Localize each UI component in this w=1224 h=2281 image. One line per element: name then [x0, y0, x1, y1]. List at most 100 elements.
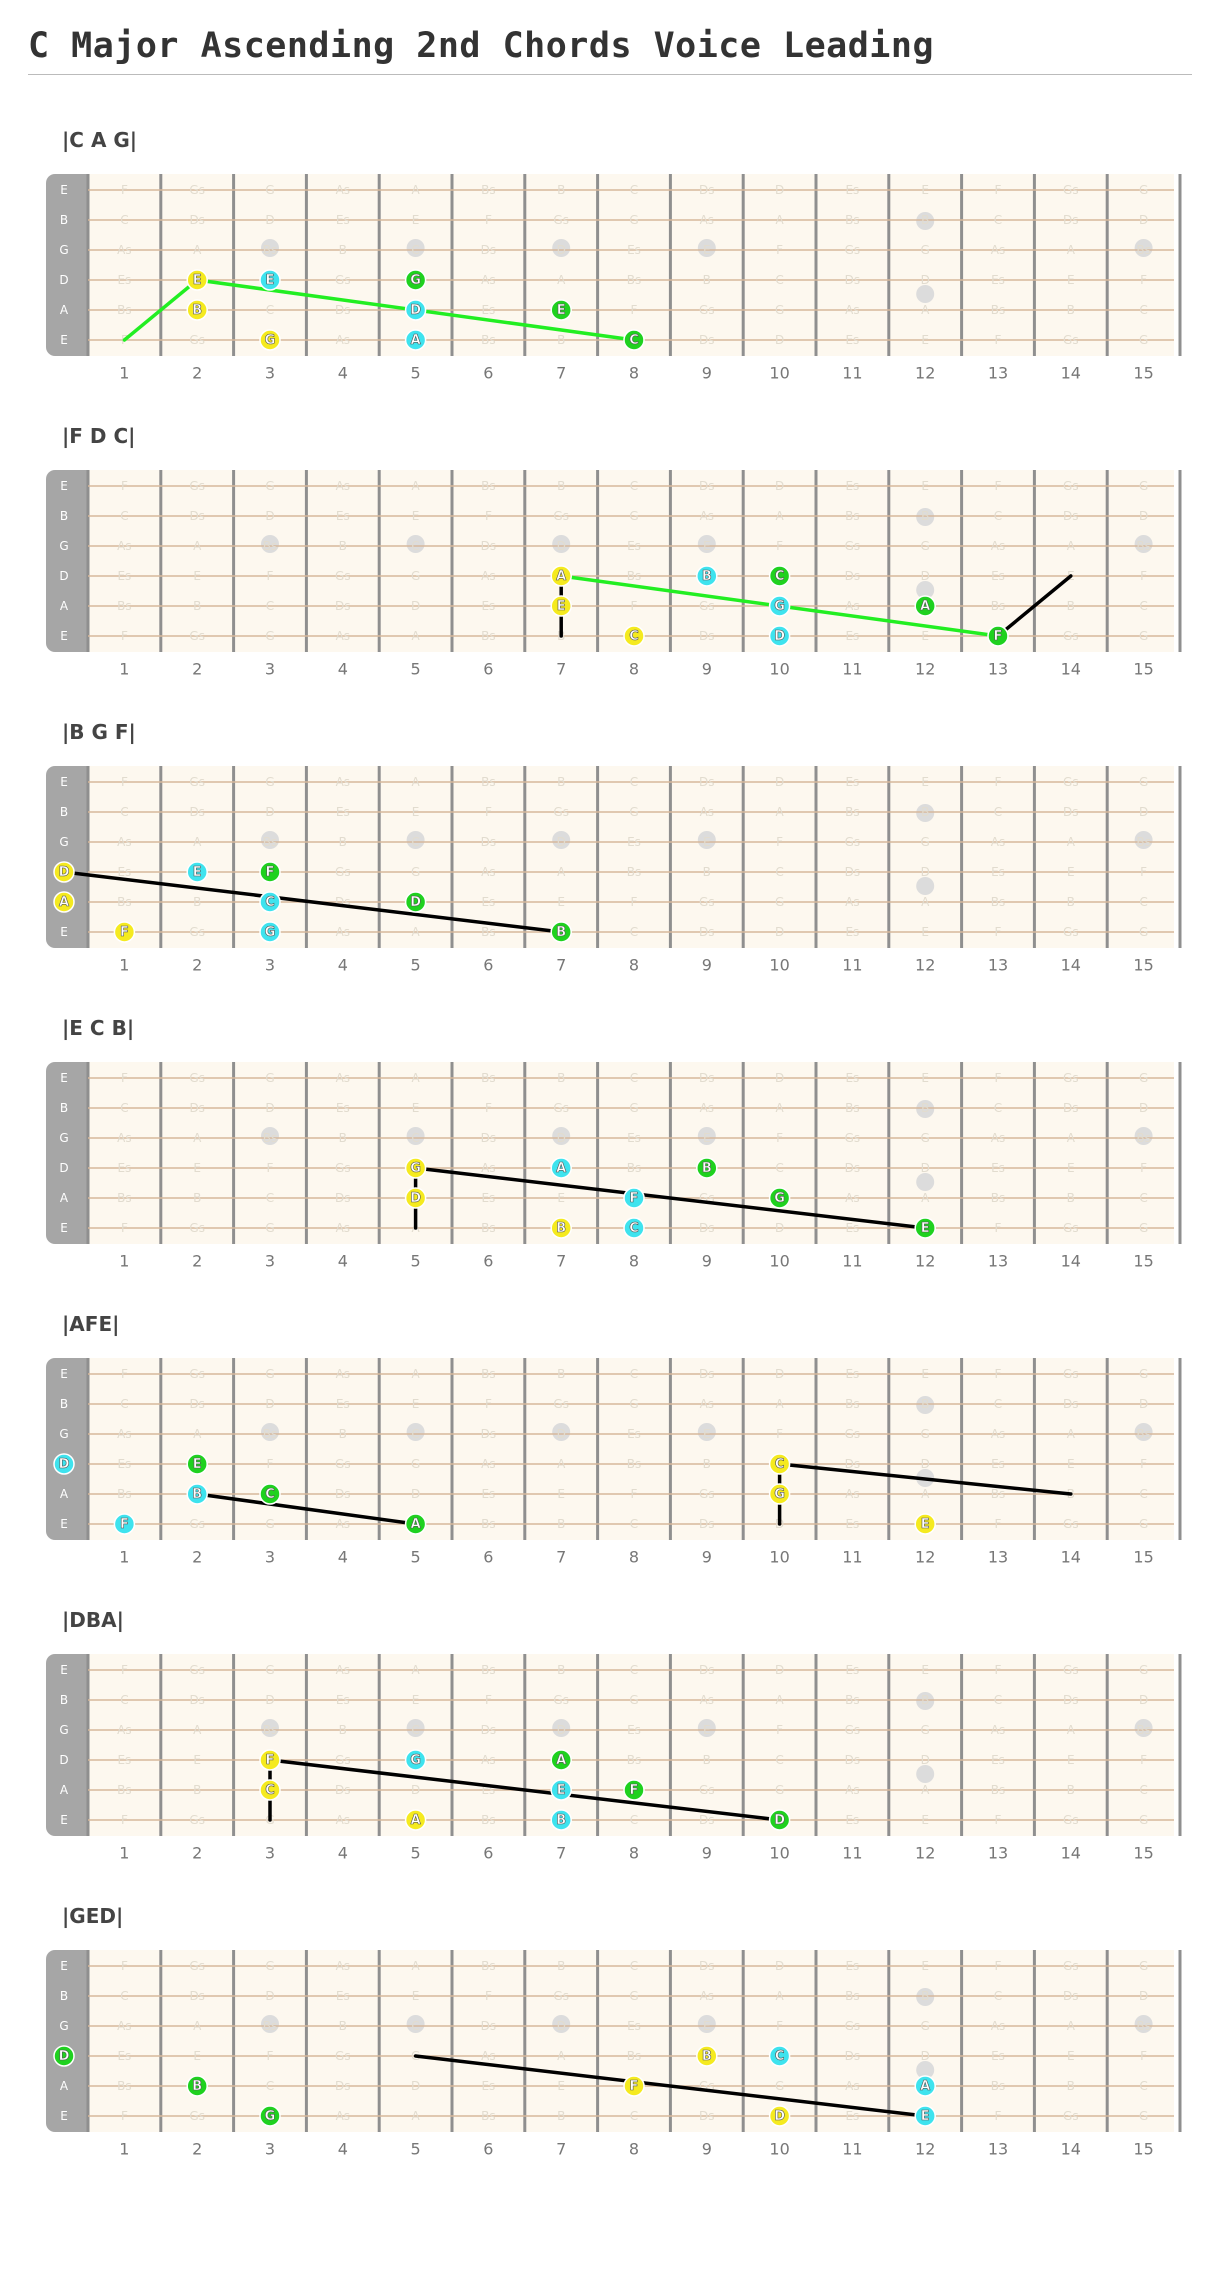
fret-note-label: G: [775, 1783, 784, 1797]
fret-note-label: G: [1139, 1367, 1148, 1381]
fret-note-label: G: [1139, 479, 1148, 493]
fret-note-label: A: [775, 1693, 784, 1707]
fret-note-label: C: [266, 1191, 274, 1205]
fret-note-label: F: [995, 1959, 1002, 1973]
fret-note-label: C: [120, 509, 128, 523]
fret-note-label: Ds: [335, 2079, 351, 2093]
fret-note-label: C: [630, 479, 638, 493]
fret-note-label: Ds: [699, 1517, 715, 1531]
chord-diagram: F Gs G As A Bs B C Ds D Es E F Gs G C Ds D Es E F Gs G As A Bs B C D…: [0, 1016, 1224, 1286]
chord-tone-dot: [623, 2075, 645, 2097]
fret-note-label: As: [991, 243, 1005, 257]
fret-note-label: Bs: [481, 1071, 495, 1085]
fret-note-label: Bs: [117, 599, 131, 613]
fret-note-label: Bs: [481, 925, 495, 939]
fret-note-label: A: [1067, 1723, 1076, 1737]
fret-note-label: B: [703, 1457, 711, 1471]
fret-note-label: F: [776, 2019, 783, 2033]
chord-tone-dot: [259, 1483, 281, 1505]
fret-note-label: Bs: [1136, 2019, 1150, 2033]
fret-note-label: Bs: [1136, 1427, 1150, 1441]
fret-note-label: D: [921, 569, 930, 583]
fret-note-label: Ds: [335, 599, 351, 613]
fret-note-label: Es: [481, 599, 495, 613]
fret-note-label: A: [1067, 539, 1076, 553]
chord-diagram: F Gs G As A Bs B C Ds D Es E F Gs G C Ds D Es E F Gs G As A Bs B C D…: [0, 1608, 1224, 1878]
fret-note-label: Bs: [845, 1101, 859, 1115]
chord-tone-label: F: [630, 1783, 639, 1798]
fret-note-label: A: [193, 2019, 202, 2033]
fret-marker: [1134, 1127, 1153, 1145]
fret-note-label: Gs: [1063, 333, 1079, 347]
fret-line: [741, 1654, 745, 1836]
fret-note-label: E: [921, 1367, 929, 1381]
fret-number: 4: [338, 956, 348, 975]
fret-marker: [552, 2015, 571, 2033]
fretboard-svg: F Gs G As A Bs B C Ds D Es E F Gs GC Ds D Es E F Gs G As A Bs B C D…: [46, 1950, 1182, 2159]
fret-line: [887, 1950, 891, 2132]
voice-leading-line: [413, 1166, 927, 1230]
fret-note-label: Gs: [699, 1487, 715, 1501]
fret-note-label: Gs: [553, 1397, 569, 1411]
fret-line: [596, 1358, 600, 1540]
fret-marker: [697, 239, 716, 257]
fret-note-label: F: [121, 2109, 128, 2123]
fret-marker: [552, 1127, 571, 1145]
fret-note-label: G: [1139, 1959, 1148, 1973]
fret-note-label: Es: [991, 1457, 1005, 1471]
chord-tone-label: E: [557, 303, 566, 318]
fret-note-label: B: [339, 1723, 347, 1737]
fret-note-label: E: [921, 333, 929, 347]
chord-tone-dot: [914, 595, 936, 617]
fretboard-svg: F Gs G As A Bs B C Ds D Es E F Gs GC Ds D Es E F Gs G As A Bs B C D…: [46, 1358, 1182, 1567]
fret-note-label: C: [411, 1427, 419, 1441]
chord-tone-dot: [550, 1779, 572, 1801]
fret-number: 4: [338, 1252, 348, 1271]
fret-marker: [552, 831, 571, 849]
fret-note-label: F: [1140, 273, 1147, 287]
fret-note-label: D: [411, 2079, 420, 2093]
fret-note-label: Bs: [263, 1131, 277, 1145]
fret-line: [741, 1062, 745, 1244]
fretboard: [88, 766, 1174, 948]
fret-number: 4: [338, 2140, 348, 2159]
fret-line: [887, 1358, 891, 1540]
string-name: D: [59, 1753, 68, 1767]
fret-line: [377, 1062, 381, 1244]
fret-note-label: F: [995, 333, 1002, 347]
fret-note-label: D: [775, 1367, 784, 1381]
fret-line: [814, 766, 818, 948]
fret-note-label: G: [921, 1131, 930, 1145]
fret-note-label: D: [775, 1221, 784, 1235]
fret-note-label: Ds: [189, 1397, 205, 1411]
fret-note-label: F: [995, 1071, 1002, 1085]
fret-number: 12: [915, 956, 935, 975]
fret-note-label: Es: [845, 1959, 859, 1973]
chord-tone-dot: [550, 1749, 572, 1771]
fret-note-label: F: [631, 303, 638, 317]
fret-marker: [552, 1719, 571, 1737]
fret-note-label: G: [1139, 2109, 1148, 2123]
fretboard-svg: F Gs G As A Bs B C Ds D Es E F Gs GC Ds D Es E F Gs G As A Bs B C D…: [46, 1654, 1182, 1863]
fret-note-label: As: [336, 1071, 350, 1085]
fret-marker: [552, 239, 571, 257]
fret-note-label: G: [921, 1427, 930, 1441]
fret-line: [1032, 1950, 1036, 2132]
fret-note-label: B: [1067, 599, 1075, 613]
fret-line: [1032, 1062, 1036, 1244]
fret-note-label: Es: [627, 1131, 641, 1145]
fret-line: [960, 1062, 964, 1244]
fret-note-label: F: [485, 509, 492, 523]
fret-number: 11: [842, 1548, 862, 1567]
fret-note-label: B: [557, 775, 565, 789]
fret-number: 7: [556, 956, 566, 975]
fret-note-label: Bs: [481, 775, 495, 789]
fret-note-label: Ds: [699, 2109, 715, 2123]
fret-number: 6: [483, 660, 493, 679]
fret-note-label: D: [775, 1663, 784, 1677]
fret-note-label: F: [995, 1517, 1002, 1531]
page-title: C Major Ascending 2nd Chords Voice Leadi…: [28, 26, 935, 66]
fret-number: 4: [338, 364, 348, 383]
fret-marker: [916, 1765, 935, 1783]
fret-note-label: A: [775, 1397, 784, 1411]
